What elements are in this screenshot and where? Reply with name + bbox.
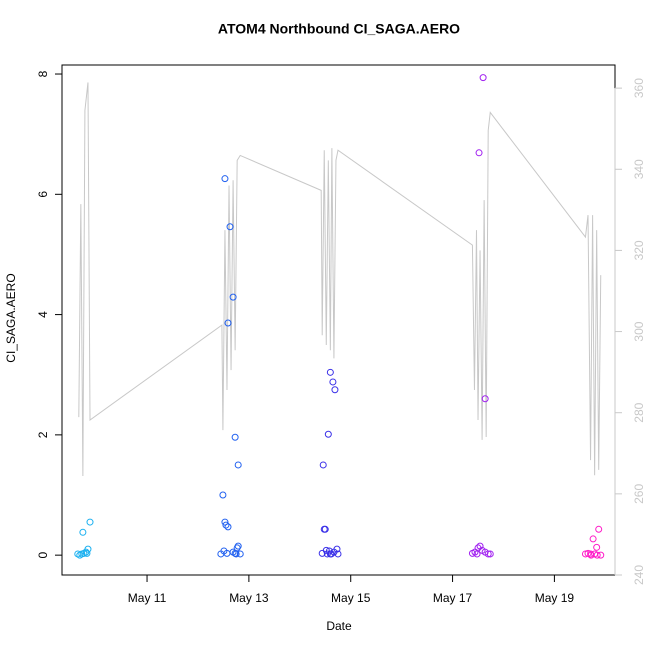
y-tick-label: 0	[36, 551, 50, 558]
x-axis-label: Date	[326, 619, 352, 633]
y2-tick-label: 260	[632, 484, 646, 504]
y2-tick-label: 300	[632, 321, 646, 341]
point	[321, 525, 329, 533]
chart-title: ATOM4 Northbound CI_SAGA.AERO	[218, 21, 460, 37]
point	[326, 368, 334, 376]
x-tick-label: May 13	[229, 591, 269, 605]
point	[331, 386, 339, 394]
point	[475, 149, 483, 157]
plot-frame	[61, 64, 616, 576]
point	[595, 525, 603, 533]
point	[322, 546, 330, 554]
point	[229, 293, 237, 301]
y-tick-label: 6	[36, 191, 50, 198]
point	[234, 542, 242, 550]
point	[593, 551, 601, 559]
point	[84, 545, 92, 553]
point	[79, 528, 87, 536]
point	[234, 461, 242, 469]
point	[333, 545, 341, 553]
point	[86, 518, 94, 526]
point	[484, 550, 492, 558]
point	[224, 319, 232, 327]
y2-tick-label: 360	[632, 78, 646, 98]
point	[221, 175, 229, 183]
y2-tick-label: 280	[632, 402, 646, 422]
point	[329, 378, 337, 386]
y-tick-label: 4	[36, 311, 50, 318]
point	[83, 549, 91, 557]
y2-tick-label: 240	[632, 565, 646, 585]
point	[597, 551, 605, 559]
x-tick-label: May 19	[535, 591, 575, 605]
x-tick-label: May 17	[433, 591, 473, 605]
point	[324, 430, 332, 438]
y-tick-label: 8	[36, 70, 50, 77]
point	[221, 518, 229, 526]
point	[222, 521, 230, 529]
y2-tick-label: 340	[632, 159, 646, 179]
y-axis-label: CI_SAGA.AERO	[4, 273, 18, 362]
point	[219, 491, 227, 499]
point	[334, 550, 342, 558]
point	[481, 395, 489, 403]
point	[486, 550, 494, 558]
point	[476, 542, 484, 550]
y-tick-label: 2	[36, 431, 50, 438]
point	[231, 433, 239, 441]
y2-tick-label: 320	[632, 240, 646, 260]
point	[236, 550, 244, 558]
line	[78, 82, 602, 477]
point	[319, 461, 327, 469]
point	[589, 535, 597, 543]
point	[479, 74, 487, 82]
x-tick-label: May 15	[331, 591, 371, 605]
point	[226, 223, 234, 231]
point	[593, 543, 601, 551]
x-tick-label: May 11	[128, 591, 167, 605]
point	[224, 523, 232, 531]
